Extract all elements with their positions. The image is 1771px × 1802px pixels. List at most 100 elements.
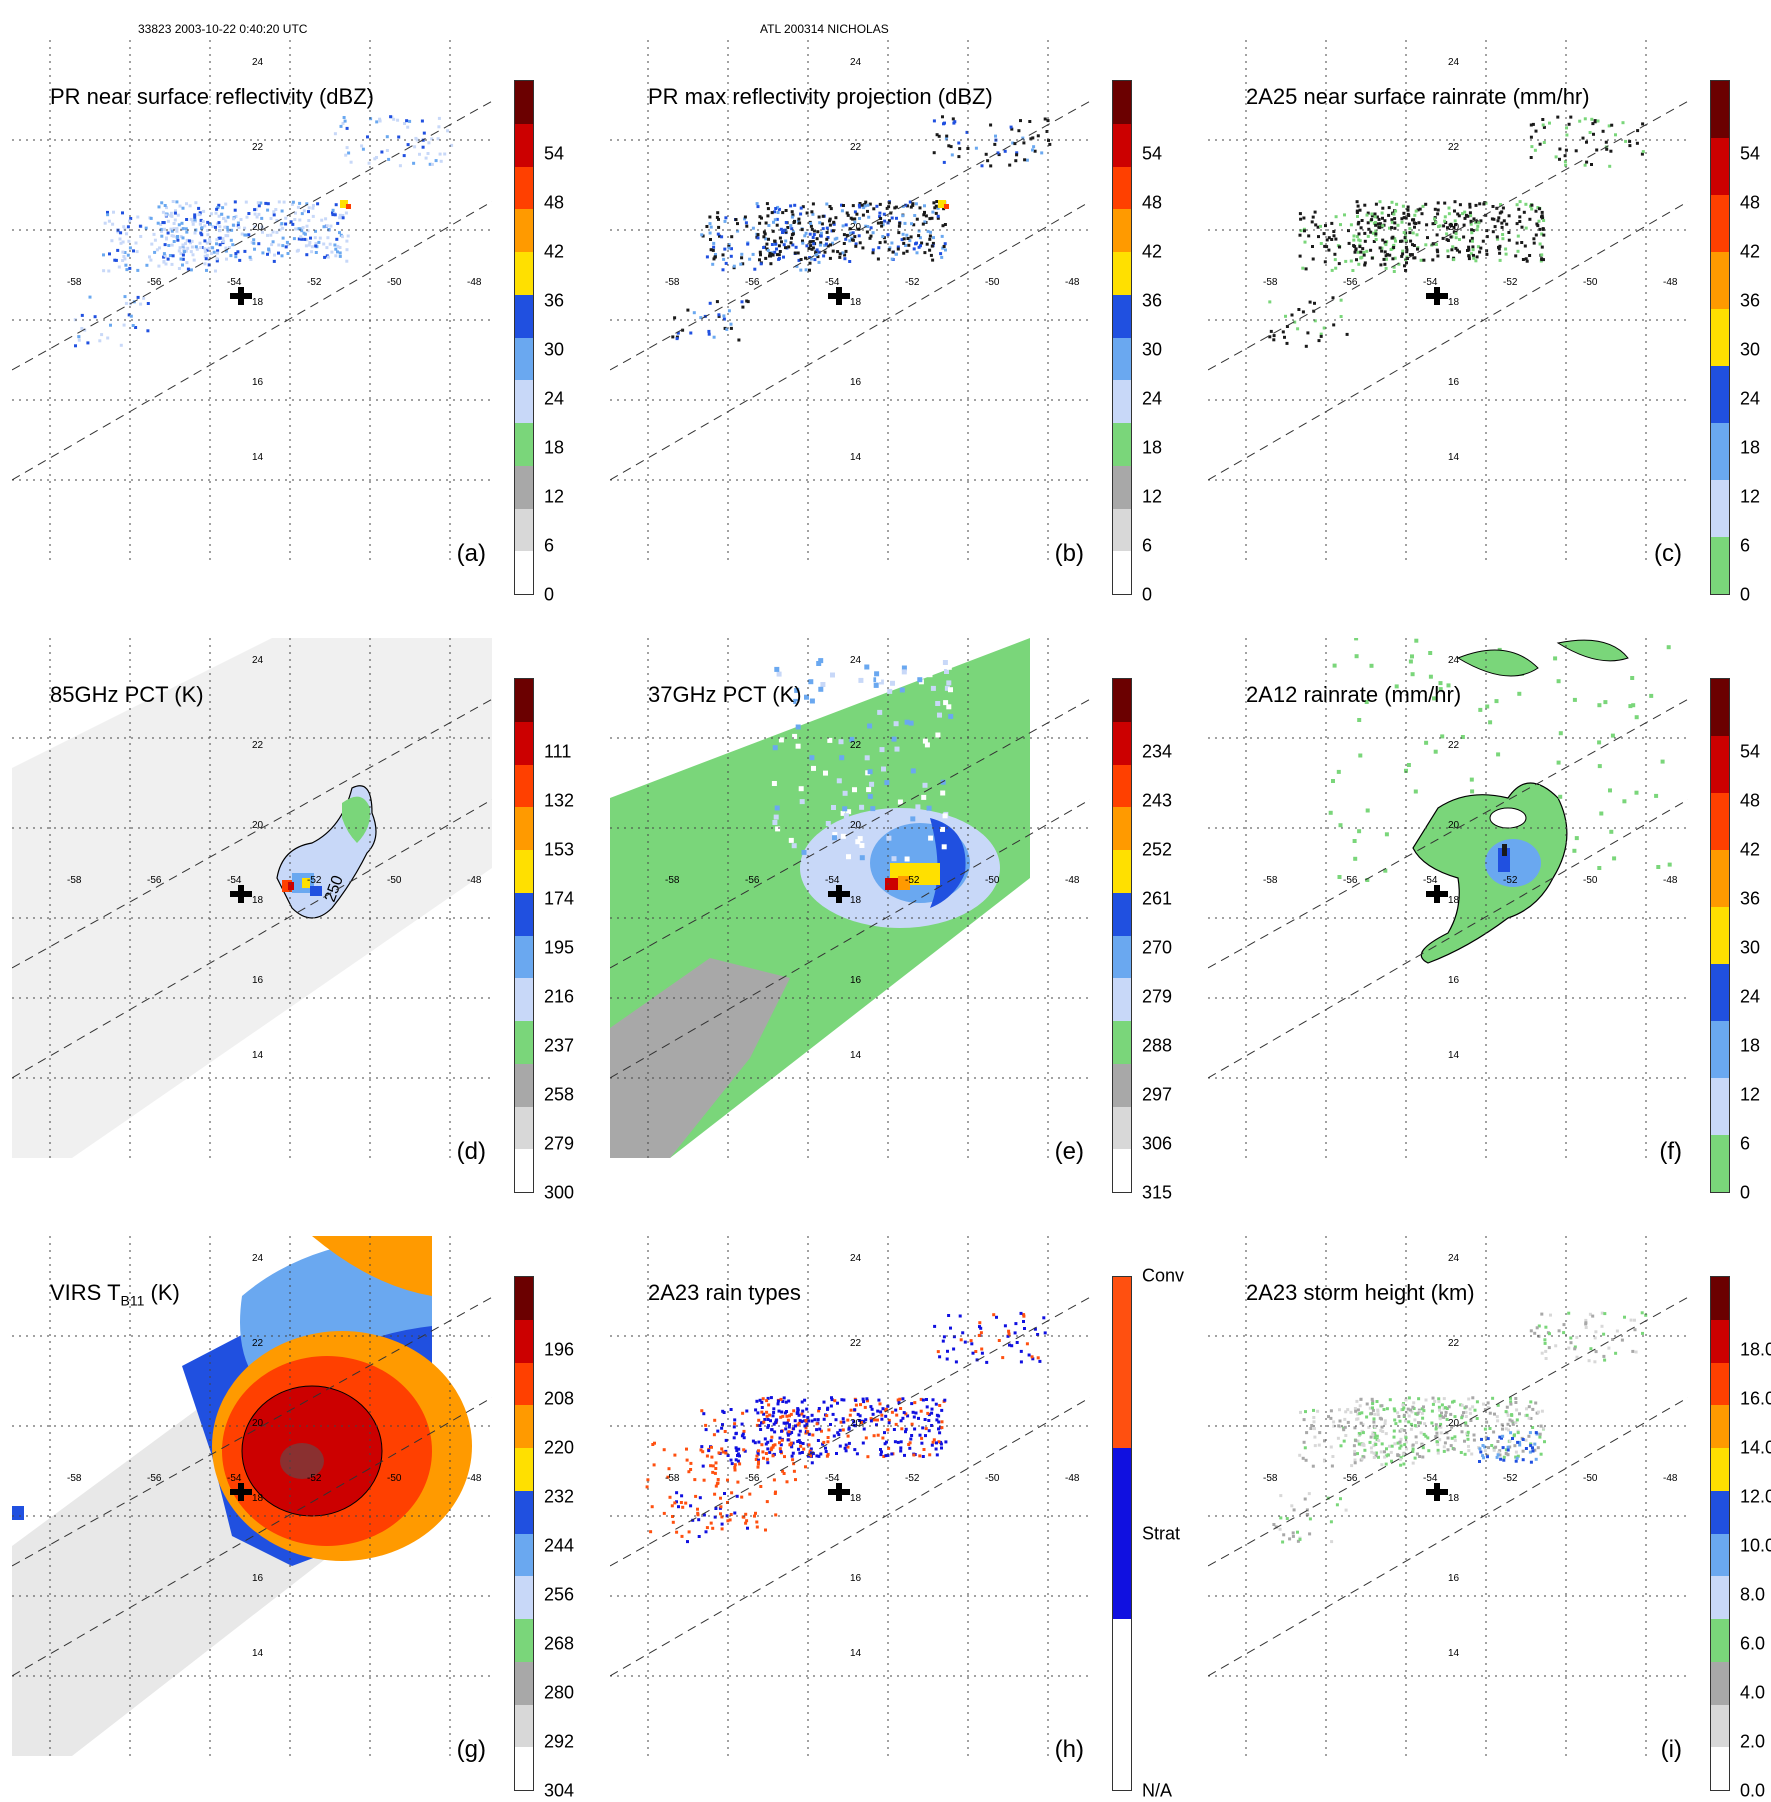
colorbar-segment	[515, 166, 533, 210]
longitude-label: -48	[1065, 277, 1080, 288]
latitude-label: 16	[1448, 377, 1460, 388]
map-view[interactable]: 250 -58 -56 -54 -52 -50 -48 14 16 18 20 22 24	[12, 638, 492, 1158]
colorbar-tick-label: 256	[544, 1584, 575, 1605]
longitude-label: -54	[825, 1473, 840, 1484]
colorbar-segment	[1711, 793, 1729, 850]
colorbar-tick-label: 244	[544, 1535, 575, 1556]
colorbar-segment	[1113, 252, 1131, 295]
colorbar-tick-label: 232	[544, 1486, 575, 1507]
longitude-label: -52	[905, 277, 920, 288]
precip-echo-cluster	[333, 115, 454, 168]
latitude-label: 14	[1448, 1648, 1460, 1659]
colorbar-tick-label: 208	[544, 1388, 575, 1409]
storm-center-marker	[1426, 885, 1448, 903]
panel-title-text: 2A23 storm height (km)	[1246, 1280, 1475, 1305]
map-view[interactable]: -58 -56 -54 -52 -50 -48 14 16 18 20 22 24	[610, 1236, 1090, 1756]
latitude-label: 22	[850, 740, 862, 751]
colorbar-segment	[515, 294, 533, 338]
precip-echo-cluster	[1529, 1311, 1648, 1364]
panel-title-text: PR max reflectivity projection (dBZ)	[648, 84, 993, 109]
colorbar-segment	[515, 337, 533, 381]
colorbar-tick-label: 0	[544, 584, 555, 605]
latitude-label: 18	[1448, 895, 1460, 906]
panel-letter: (c)	[1654, 540, 1682, 567]
colorbar-tick-label: 174	[544, 888, 575, 909]
storm-center-marker	[828, 1483, 850, 1501]
swath-edge-line	[1208, 1296, 1688, 1567]
panel-c: -58 -56 -54 -52 -50 -48 14 16 18 20 22 24 2A25 near …	[1208, 40, 1771, 605]
latitude-label: 16	[1448, 1573, 1460, 1584]
lat-lon-grid	[610, 1236, 1090, 1756]
colorbar-segment	[1113, 679, 1131, 722]
colorbar-segment	[1711, 1021, 1729, 1078]
map-view[interactable]: -58 -56 -54 -52 -50 -48 14 16 18 20 22 24	[610, 40, 1090, 560]
colorbar-tick-label: 42	[1740, 241, 1761, 262]
colorbar-segment	[1711, 195, 1729, 252]
colorbar-tick-label: 280	[544, 1682, 575, 1703]
longitude-label: -58	[67, 875, 82, 886]
latitude-label: 24	[850, 1253, 862, 1264]
colorbar-tick-label: 16.0	[1740, 1388, 1771, 1409]
map-view[interactable]: -58 -56 -54 -52 -50 -48 14 16 18 20 22 24	[1208, 1236, 1688, 1756]
longitude-label: -48	[1663, 1473, 1678, 1484]
swath-edge-line	[12, 201, 492, 481]
latitude-label: 22	[252, 1338, 264, 1349]
latitude-label: 20	[850, 222, 862, 233]
colorbar-tick-label: 18	[544, 437, 565, 458]
colorbar-tick-label: 4.0	[1740, 1682, 1766, 1703]
colorbar-segment	[515, 850, 533, 893]
swath-edge-line	[1208, 799, 1688, 1079]
colorbar-tick-label: 270	[1142, 937, 1173, 958]
map-view[interactable]: -58 -56 -54 -52 -50 -48 14 16 18 20 22 24	[610, 638, 1090, 1158]
map-view[interactable]: -58 -56 -54 -52 -50 -48 14 16 18 20 22 24	[1208, 40, 1688, 560]
colorbar-segment	[1711, 480, 1729, 537]
swath-edge-line	[610, 100, 1090, 371]
colorbar-segment	[1711, 366, 1729, 423]
colorbar-tick-label: N/A	[1142, 1780, 1173, 1801]
colorbar-segment	[1113, 1619, 1131, 1790]
latitude-label: 14	[252, 1648, 264, 1659]
colorbar-tick-label: 292	[544, 1731, 575, 1752]
panel-title: 2A12 rainrate (mm/hr)	[1246, 682, 1461, 708]
colorbar-tick-label: 6.0	[1740, 1633, 1766, 1654]
precip-echo-cluster	[771, 658, 954, 862]
colorbar-tick-label: 258	[544, 1084, 575, 1105]
swath-edge-line	[1208, 698, 1688, 969]
swath-edge-line	[12, 799, 492, 1079]
precip-echo-cluster	[755, 1396, 948, 1459]
longitude-label: -58	[67, 277, 82, 288]
panel-g: -58 -56 -54 -52 -50 -48 14 16 18 20 22 24 VIRS TB11 …	[12, 1236, 612, 1801]
colorbar-segment	[1711, 138, 1729, 195]
colorbar-tick-label: 111	[544, 741, 572, 762]
colorbar-segment	[515, 1490, 533, 1534]
map-view[interactable]: -58 -56 -54 -52 -50 -48 14 16 18 20 22 24	[12, 1236, 492, 1756]
colorbar-tick-label: 220	[544, 1437, 575, 1458]
swath-edge-line	[1208, 1397, 1688, 1677]
colorbar-segment	[515, 1747, 533, 1790]
panel-letter: (b)	[1054, 540, 1084, 567]
precip-echo-cluster	[73, 295, 150, 348]
colorbar-segment	[515, 1319, 533, 1363]
colorbar-segment	[1711, 679, 1729, 736]
latitude-label: 18	[850, 1493, 862, 1504]
colorbar-segment	[1113, 1448, 1131, 1619]
intense-echo-core	[944, 204, 949, 209]
storm-center-marker	[230, 885, 252, 903]
colorbar-segment	[1113, 764, 1131, 808]
colorbar-tick-label: 24	[544, 388, 565, 409]
longitude-label: -56	[745, 277, 760, 288]
map-view[interactable]: -58 -56 -54 -52 -50 -48 14 16 18 20 22 24	[12, 40, 492, 560]
swath-edge-line	[610, 201, 1090, 481]
precip-echo-cluster	[1268, 296, 1349, 348]
longitude-label: -50	[387, 277, 402, 288]
colorbar-tick-label: 153	[544, 839, 575, 860]
colorbar-tick-label: 30	[1740, 339, 1761, 360]
longitude-label: -50	[985, 277, 1000, 288]
latitude-label: 16	[252, 1573, 264, 1584]
colorbar-segment	[1113, 209, 1131, 252]
panel-title: VIRS TB11 (K)	[50, 1280, 180, 1308]
colorbar-tick-label: 237	[544, 1035, 575, 1056]
latitude-label: 22	[1448, 1338, 1460, 1349]
colorbar-tick-label: 132	[544, 790, 575, 811]
map-view[interactable]: -58 -56 -54 -52 -50 -48 14 16 18 20 22 24	[1208, 638, 1688, 1158]
